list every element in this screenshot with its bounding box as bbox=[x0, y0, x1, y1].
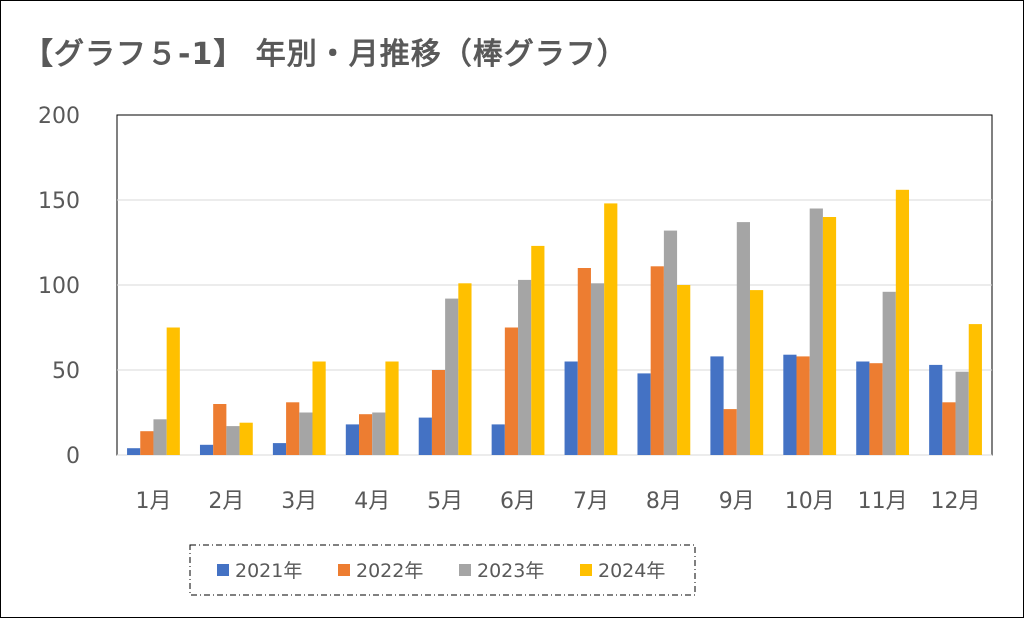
bar bbox=[736, 222, 750, 455]
bar bbox=[372, 412, 386, 455]
x-tick-label: 3月 bbox=[281, 489, 317, 514]
bar bbox=[445, 298, 459, 455]
y-tick-label: 150 bbox=[38, 189, 80, 214]
bar bbox=[199, 444, 214, 455]
x-tick-label: 11月 bbox=[858, 489, 908, 514]
bar bbox=[431, 370, 446, 455]
bar bbox=[140, 431, 154, 455]
x-tick-label: 12月 bbox=[931, 489, 981, 514]
legend-box bbox=[189, 544, 696, 596]
bar bbox=[458, 283, 472, 455]
bar bbox=[869, 363, 883, 455]
bar bbox=[272, 443, 287, 455]
bar bbox=[604, 203, 618, 455]
y-tick-label: 100 bbox=[38, 274, 80, 299]
bar bbox=[650, 266, 664, 455]
legend-label: 2024年 bbox=[598, 560, 665, 582]
bar bbox=[286, 402, 300, 455]
legend-label: 2023年 bbox=[477, 560, 544, 582]
y-tick-label: 200 bbox=[38, 104, 80, 129]
bar bbox=[504, 327, 519, 455]
bar bbox=[299, 412, 313, 455]
x-tick-label: 2月 bbox=[208, 489, 244, 514]
bar bbox=[418, 417, 432, 455]
bar bbox=[577, 268, 591, 455]
bar bbox=[822, 217, 837, 455]
bar bbox=[359, 414, 373, 455]
bar bbox=[677, 285, 691, 455]
legend-label: 2022年 bbox=[356, 560, 423, 582]
bar bbox=[239, 422, 253, 455]
bar bbox=[749, 290, 764, 455]
y-tick-label: 0 bbox=[66, 444, 80, 469]
bar bbox=[663, 230, 678, 455]
bar bbox=[955, 371, 969, 455]
bar bbox=[710, 356, 724, 455]
bar bbox=[312, 361, 326, 455]
legend-label: 2021年 bbox=[235, 560, 302, 582]
bar bbox=[213, 404, 227, 455]
bar bbox=[531, 245, 545, 455]
bar bbox=[153, 419, 167, 455]
x-tick-label: 7月 bbox=[573, 489, 609, 514]
bar bbox=[518, 279, 532, 455]
bar bbox=[637, 373, 651, 455]
bar bbox=[226, 426, 240, 455]
bar bbox=[882, 291, 896, 455]
bar bbox=[127, 448, 141, 455]
legend-swatch bbox=[338, 564, 350, 576]
bar bbox=[491, 424, 505, 455]
bar bbox=[590, 283, 605, 455]
x-tick-label: 10月 bbox=[785, 489, 835, 514]
bar bbox=[723, 409, 737, 455]
x-tick-label: 9月 bbox=[719, 489, 755, 514]
x-tick-label: 1月 bbox=[135, 489, 171, 514]
legend-swatch bbox=[459, 564, 471, 576]
legend-swatch bbox=[217, 564, 229, 576]
bar bbox=[968, 324, 982, 455]
y-tick-label: 50 bbox=[52, 359, 80, 384]
bar bbox=[809, 208, 823, 455]
x-tick-label: 6月 bbox=[500, 489, 536, 514]
bar bbox=[564, 361, 578, 455]
bar bbox=[345, 424, 360, 455]
x-tick-label: 8月 bbox=[646, 489, 682, 514]
bar bbox=[942, 402, 956, 455]
bar bbox=[166, 327, 180, 455]
chart-title: 【グラフ５-1】 年別・月推移（棒グラフ） bbox=[23, 37, 628, 72]
bar bbox=[783, 354, 797, 455]
bar bbox=[385, 361, 399, 455]
bar bbox=[895, 189, 910, 456]
bar bbox=[929, 364, 943, 455]
x-tick-label: 4月 bbox=[354, 489, 390, 514]
bar bbox=[796, 356, 810, 455]
x-tick-label: 5月 bbox=[427, 489, 463, 514]
legend-swatch bbox=[580, 564, 592, 576]
bar bbox=[856, 361, 870, 455]
